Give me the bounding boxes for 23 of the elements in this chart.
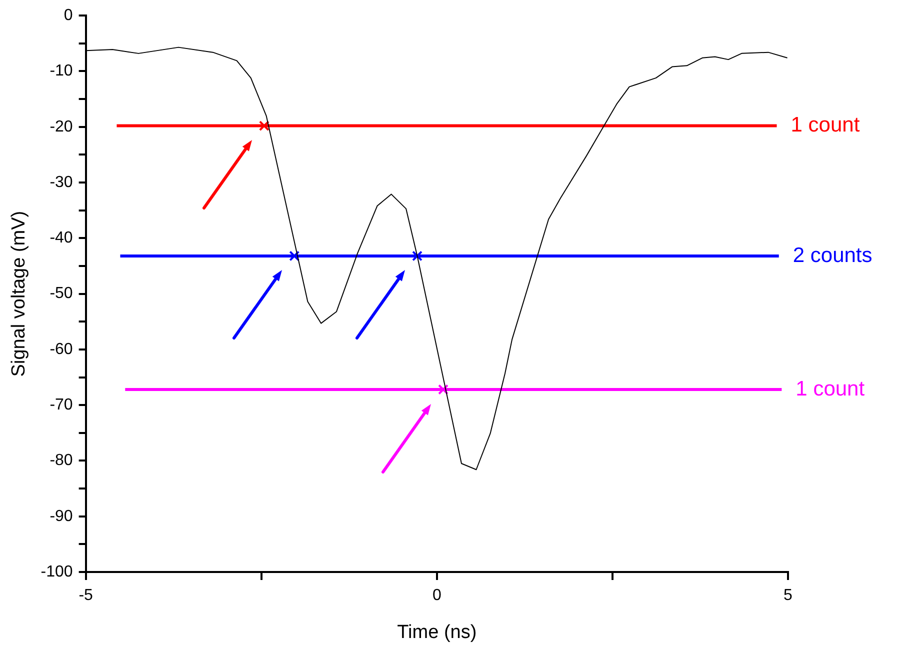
point [438, 384, 448, 395]
y-tick-label: -60 [50, 340, 73, 358]
point [258, 120, 270, 132]
y-tick-label: -80 [50, 452, 73, 470]
y-axis-title: Signal voltage (mV) [8, 210, 30, 377]
y-tick-label: -20 [50, 118, 73, 136]
point [412, 250, 422, 262]
y-tick-label: -90 [50, 508, 73, 525]
x-tick-label: 5 [784, 587, 793, 604]
y-tick-label: -100 [40, 563, 73, 580]
y-tick-label: -50 [50, 285, 73, 302]
x-axis-title: Time (ns) [397, 622, 477, 643]
point [289, 250, 300, 262]
series-label: 1 count [796, 377, 865, 400]
y-tick-label: -40 [50, 230, 73, 247]
y-tick-label: -10 [50, 62, 73, 80]
series-label: 2 counts [792, 244, 872, 267]
y-tick-label: 0 [64, 7, 73, 24]
y-tick-label: -70 [50, 396, 73, 414]
y-tick-label: -30 [50, 174, 73, 191]
x-tick-label: 0 [432, 587, 442, 604]
series-label: 1 count [790, 114, 860, 137]
x-tick-label: -5 [78, 587, 94, 604]
